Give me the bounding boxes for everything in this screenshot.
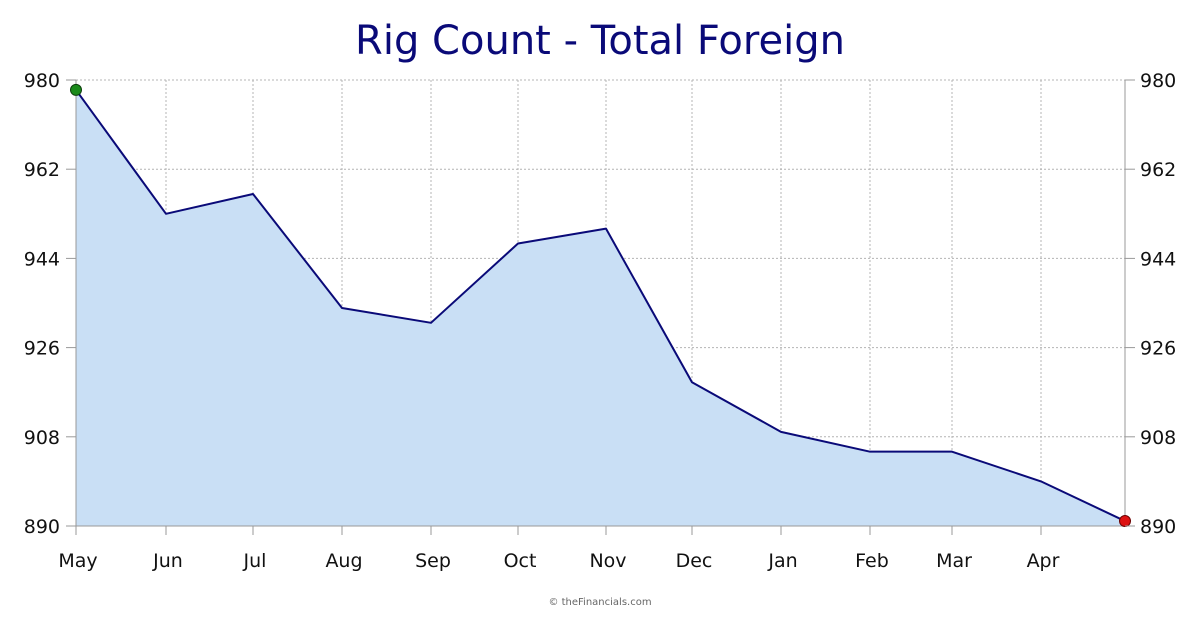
series-line [75, 89, 1126, 522]
data-point [1040, 480, 1042, 482]
data-point [951, 451, 953, 453]
data-point [341, 307, 343, 309]
credit-text: © theFinancials.com [548, 597, 652, 608]
area-fill [76, 89, 1125, 527]
x-tick-label: Nov [589, 550, 626, 572]
y-axis-left: 890 908 926 944 962 980 [24, 70, 76, 538]
y-tick-label-right: 944 [1140, 248, 1176, 270]
y-tick-label-left: 890 [24, 516, 60, 538]
data-point [869, 451, 871, 453]
data-point [605, 228, 607, 230]
x-tick-label: Aug [325, 550, 362, 572]
data-point [252, 193, 254, 195]
end-marker [1119, 515, 1131, 528]
marker-group [70, 83, 1131, 528]
data-point [517, 243, 519, 245]
x-tick-label: Apr [1027, 550, 1060, 572]
y-tick-label-right: 962 [1140, 159, 1176, 181]
data-point [691, 381, 693, 383]
x-tick-label: Jul [243, 550, 267, 572]
y-tick-label-left: 980 [24, 70, 60, 92]
y-tick-label-right: 980 [1140, 70, 1176, 92]
data-point [165, 213, 167, 215]
x-tick-label: Jan [767, 550, 797, 572]
axes [75, 80, 1126, 527]
data-point [430, 322, 432, 324]
data-point [780, 431, 782, 433]
x-tick-label: Oct [504, 550, 537, 572]
chart-title: Rig Count - Total Foreign [355, 18, 845, 64]
x-axis: May Jun Jul Aug Sep Oct Nov Dec Jan Feb Mar Apr [58, 526, 1060, 572]
y-tick-label-left: 908 [24, 427, 60, 449]
y-tick-label-right: 890 [1140, 516, 1176, 538]
y-tick-label-right: 908 [1140, 427, 1176, 449]
series-line-group [75, 89, 1126, 522]
x-tick-label: Jun [152, 550, 183, 572]
area-fill-shape [76, 89, 1125, 527]
x-tick-label: Sep [415, 550, 451, 572]
y-tick-label-left: 944 [24, 248, 60, 270]
y-axis-right: 890 908 926 944 962 980 [1125, 70, 1176, 538]
x-tick-label: Feb [855, 550, 889, 572]
x-tick-label: Dec [676, 550, 713, 572]
y-tick-label-left: 926 [24, 338, 60, 360]
y-tick-label-left: 962 [24, 159, 60, 181]
x-tick-label: May [58, 550, 97, 572]
y-tick-label-right: 926 [1140, 338, 1176, 360]
x-tick-label: Mar [936, 550, 972, 572]
start-marker [70, 83, 82, 96]
